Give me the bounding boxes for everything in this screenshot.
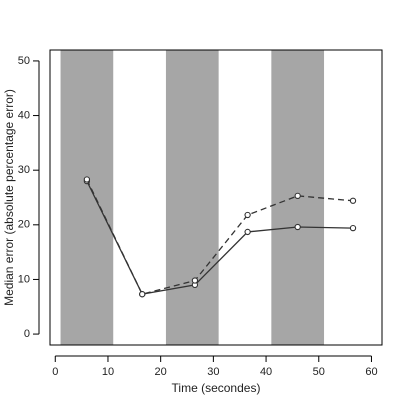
series-2-point-2	[139, 291, 146, 298]
series-2-point-6	[349, 197, 357, 204]
series-2-point-3	[191, 277, 199, 284]
series-1-point-6	[349, 224, 357, 232]
x-tick-label-30: 30	[207, 366, 219, 378]
series-2-point-5	[294, 192, 301, 200]
series-1-line	[86, 180, 354, 295]
shaded-band-2	[165, 50, 219, 345]
x-axis: 0 10 20 30 40 50 60	[52, 355, 378, 378]
x-axis-label: Time (secondes)	[172, 381, 261, 395]
series-1-point-4	[244, 228, 251, 236]
y-tick-label-30: 30	[18, 164, 30, 176]
y-tick-label-20: 20	[18, 219, 30, 231]
x-tick-label-10: 10	[102, 366, 114, 378]
series-1-point-5	[294, 223, 301, 231]
series-2-point-4	[244, 211, 251, 219]
shaded-bands	[60, 50, 325, 345]
x-tick-label-50: 50	[313, 366, 325, 378]
y-axis-label: Median error (absolute percentage error)	[2, 89, 16, 306]
x-tick-label-20: 20	[155, 366, 167, 378]
y-tick-label-0: 0	[24, 328, 30, 340]
y-tick-label-10: 10	[18, 273, 30, 285]
plot-frame	[49, 49, 383, 346]
y-axis: 0 10 20 30 40 50	[18, 55, 40, 340]
y-tick-label-40: 40	[18, 109, 30, 121]
series-2-line	[86, 179, 354, 295]
series-layer	[83, 176, 357, 298]
series-2-point-1	[83, 176, 91, 183]
y-tick-label-50: 50	[18, 55, 30, 67]
x-tick-label-0: 0	[52, 366, 58, 378]
x-tick-label-60: 60	[365, 366, 377, 378]
x-tick-label-40: 40	[260, 366, 272, 378]
shaded-band-1	[60, 50, 114, 345]
